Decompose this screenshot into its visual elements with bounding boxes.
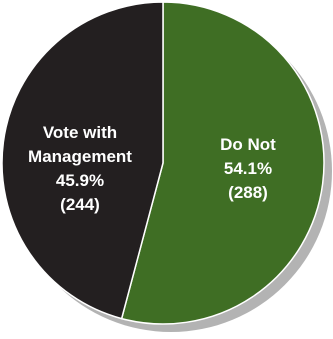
slice-label-do-not: Do Not	[220, 135, 276, 154]
slice-count-vote-with: (244)	[60, 195, 100, 214]
slice-count-do-not: (288)	[228, 183, 268, 202]
slice-percent-do-not: 54.1%	[224, 159, 272, 178]
pie-slices	[1, 1, 325, 325]
pie-slice-do-not	[120, 1, 325, 325]
slice-label-vote-with-line2: Management	[28, 147, 132, 166]
pie-slice-vote-with-management	[1, 1, 164, 320]
slice-label-vote-with-line1: Vote with	[43, 123, 117, 142]
slice-percent-vote-with: 45.9%	[56, 171, 104, 190]
